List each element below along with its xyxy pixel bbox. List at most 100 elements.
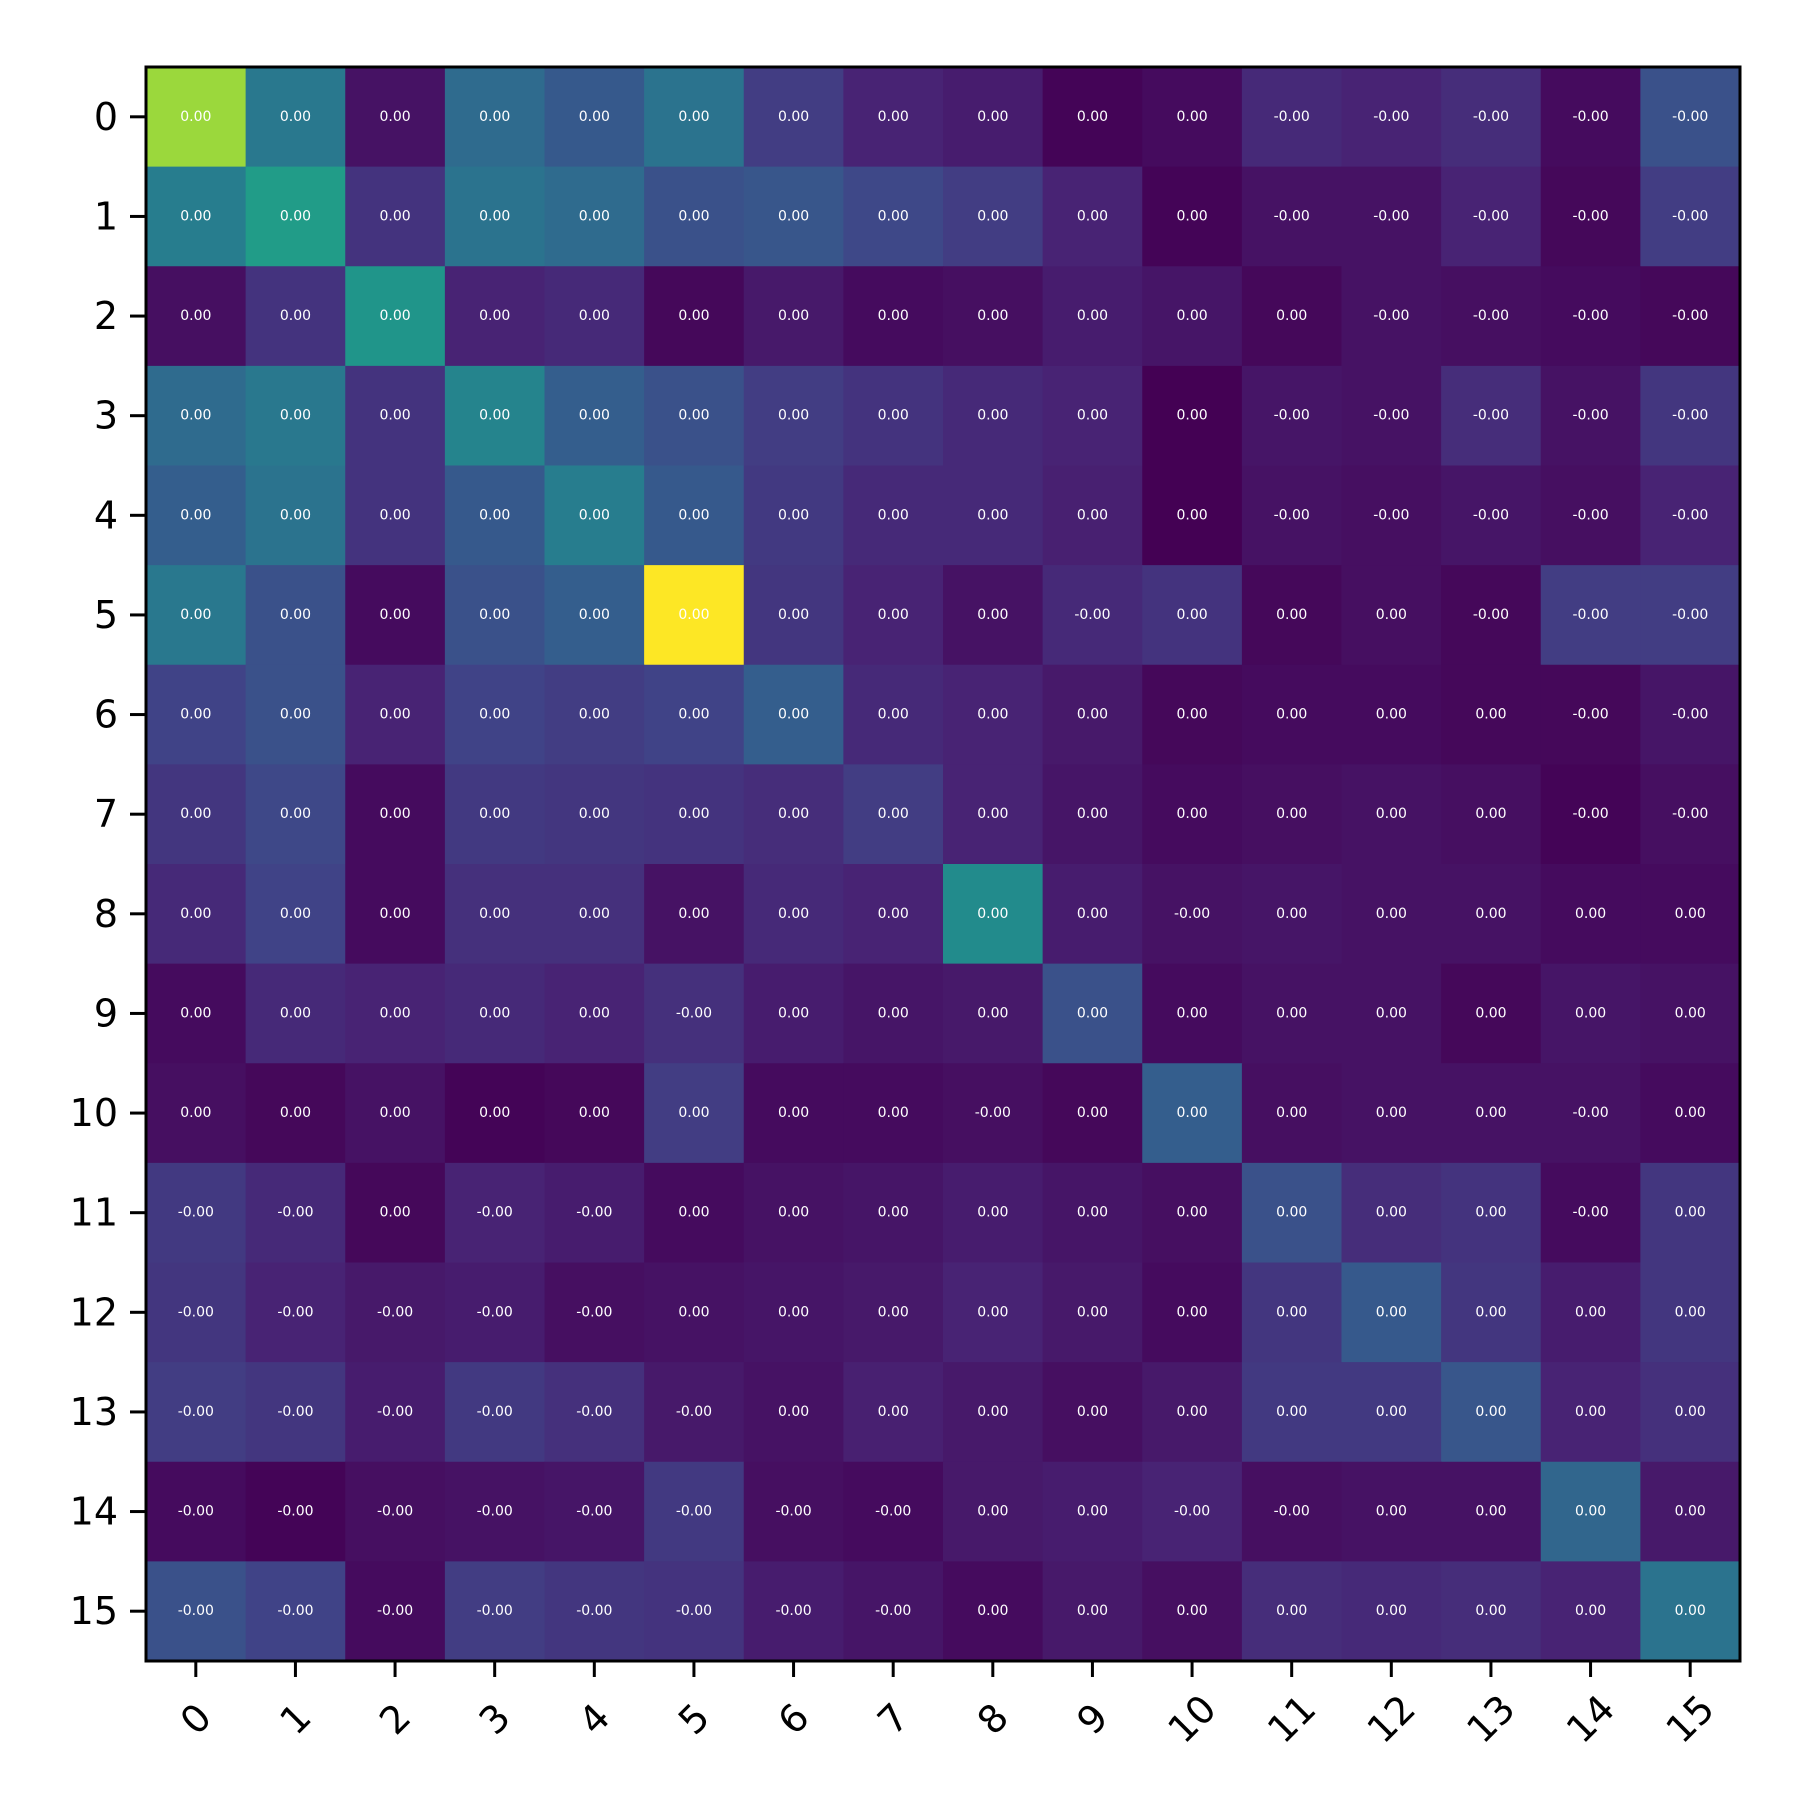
cell-value-label: 0.00 bbox=[778, 1304, 809, 1320]
cell-value-label: -0.00 bbox=[676, 1005, 712, 1021]
cell-value-label: -0.00 bbox=[1373, 109, 1409, 125]
heatmap-cell bbox=[1540, 864, 1641, 965]
heatmap-cell bbox=[644, 1063, 745, 1164]
heatmap-cell bbox=[1441, 1362, 1542, 1463]
heatmap-cell bbox=[444, 1162, 546, 1264]
cell-value-label: 0.00 bbox=[579, 109, 610, 125]
cell-value-label: 0.00 bbox=[1475, 1304, 1506, 1320]
heatmap-cell bbox=[444, 1362, 546, 1463]
cell-value-label: 0.00 bbox=[379, 308, 410, 324]
cell-value-label: 0.00 bbox=[1376, 607, 1407, 623]
heatmap-cell bbox=[1142, 864, 1243, 965]
cell-value-label: 0.00 bbox=[379, 1205, 410, 1221]
cell-value-label: 0.00 bbox=[878, 707, 909, 723]
cell-value-label: 0.00 bbox=[1276, 1304, 1307, 1320]
heatmap-cell bbox=[245, 963, 346, 1064]
heatmap-cell bbox=[843, 1063, 944, 1164]
x-tick-label: 15 bbox=[1658, 1686, 1723, 1751]
cell-value-label: 0.00 bbox=[1675, 1404, 1706, 1420]
x-tick-label: 2 bbox=[371, 1695, 419, 1743]
cell-value-label: 0.00 bbox=[1276, 906, 1307, 922]
cell-value-label: -0.00 bbox=[1572, 806, 1608, 822]
heatmap-cell bbox=[1042, 67, 1143, 168]
cell-value-label: 0.00 bbox=[1176, 1005, 1207, 1021]
cell-value-label: 0.00 bbox=[678, 906, 709, 922]
cell-value-label: -0.00 bbox=[1473, 308, 1509, 324]
cell-value-label: 0.00 bbox=[1176, 1304, 1207, 1320]
cell-value-label: -0.00 bbox=[875, 1504, 911, 1520]
cell-value-label: 0.00 bbox=[280, 1105, 311, 1121]
cell-value-label: 0.00 bbox=[1376, 1603, 1407, 1619]
cell-value-label: 0.00 bbox=[379, 408, 410, 424]
cell-value-label: -0.00 bbox=[277, 1603, 313, 1619]
heatmap-cell bbox=[444, 1461, 546, 1562]
heatmap-cell bbox=[943, 764, 1044, 865]
heatmap-cell bbox=[245, 764, 346, 865]
cell-value-label: 0.00 bbox=[280, 109, 311, 125]
heatmap-cell bbox=[1341, 664, 1442, 765]
heatmap-cell bbox=[743, 465, 844, 566]
heatmap-cell bbox=[1142, 1362, 1243, 1463]
heatmap-cell bbox=[644, 67, 745, 168]
cell-value-label: 0.00 bbox=[579, 607, 610, 623]
cell-value-label: -0.00 bbox=[576, 1404, 612, 1420]
heatmap-cells bbox=[146, 67, 1741, 1662]
cell-value-label: 0.00 bbox=[778, 1404, 809, 1420]
cell-value-label: 0.00 bbox=[579, 707, 610, 723]
heatmap-cell bbox=[1142, 465, 1243, 566]
cell-value-label: -0.00 bbox=[178, 1603, 214, 1619]
heatmap-cell bbox=[743, 1063, 844, 1164]
heatmap-cell bbox=[1142, 266, 1243, 367]
heatmap-cell bbox=[1042, 1063, 1143, 1164]
cell-value-label: 0.00 bbox=[878, 607, 909, 623]
x-tick-label: 13 bbox=[1458, 1686, 1523, 1751]
y-tick-label: 15 bbox=[70, 1589, 118, 1633]
heatmap-cell bbox=[1441, 1461, 1542, 1562]
heatmap-cell bbox=[943, 1063, 1044, 1164]
heatmap-cell bbox=[843, 1362, 944, 1463]
heatmap-cell bbox=[444, 1561, 546, 1662]
cell-value-label: 0.00 bbox=[1475, 1504, 1506, 1520]
heatmap-cell bbox=[943, 565, 1044, 666]
heatmap-cell bbox=[444, 266, 546, 367]
cell-value-label: -0.00 bbox=[1473, 607, 1509, 623]
heatmap-cell bbox=[245, 166, 346, 267]
cell-value-label: -0.00 bbox=[1572, 1105, 1608, 1121]
cell-value-label: -0.00 bbox=[1672, 507, 1708, 523]
heatmap-cell bbox=[644, 565, 745, 666]
heatmap-cell bbox=[1640, 1362, 1741, 1463]
cell-value-label: 0.00 bbox=[1276, 1205, 1307, 1221]
heatmap-cell bbox=[644, 365, 745, 467]
heatmap-cell bbox=[444, 166, 546, 267]
cell-value-label: 0.00 bbox=[678, 1105, 709, 1121]
heatmap-cell bbox=[1241, 1162, 1343, 1264]
cell-value-label: 0.00 bbox=[479, 408, 510, 424]
x-tick-label: 10 bbox=[1159, 1686, 1224, 1751]
cell-value-label: 0.00 bbox=[1475, 1005, 1506, 1021]
x-tick-label: 12 bbox=[1359, 1686, 1424, 1751]
heatmap-cell bbox=[1042, 1461, 1143, 1562]
cell-value-label: 0.00 bbox=[1077, 408, 1108, 424]
heatmap-cell bbox=[1042, 1162, 1143, 1264]
heatmap-cell bbox=[1441, 1561, 1542, 1662]
heatmap-cell bbox=[1540, 465, 1641, 566]
cell-value-label: -0.00 bbox=[277, 1304, 313, 1320]
cell-value-label: -0.00 bbox=[377, 1404, 413, 1420]
cell-value-label: 0.00 bbox=[1176, 806, 1207, 822]
cell-value-label: -0.00 bbox=[178, 1404, 214, 1420]
cell-value-label: -0.00 bbox=[975, 1105, 1011, 1121]
cell-value-label: 0.00 bbox=[977, 607, 1008, 623]
heatmap-cell bbox=[245, 864, 346, 965]
cell-value-label: 0.00 bbox=[977, 208, 1008, 224]
cell-value-label: 0.00 bbox=[579, 208, 610, 224]
heatmap-cell bbox=[146, 963, 247, 1064]
x-tick-label: 14 bbox=[1558, 1686, 1623, 1751]
cell-value-label: 0.00 bbox=[379, 1105, 410, 1121]
cell-value-label: 0.00 bbox=[1077, 1005, 1108, 1021]
heatmap-cell bbox=[644, 166, 745, 267]
cell-value-label: 0.00 bbox=[180, 1005, 211, 1021]
cell-value-label: 0.00 bbox=[878, 208, 909, 224]
cell-value-label: 0.00 bbox=[1276, 1603, 1307, 1619]
heatmap-cell bbox=[245, 266, 346, 367]
cell-value-label: 0.00 bbox=[977, 707, 1008, 723]
